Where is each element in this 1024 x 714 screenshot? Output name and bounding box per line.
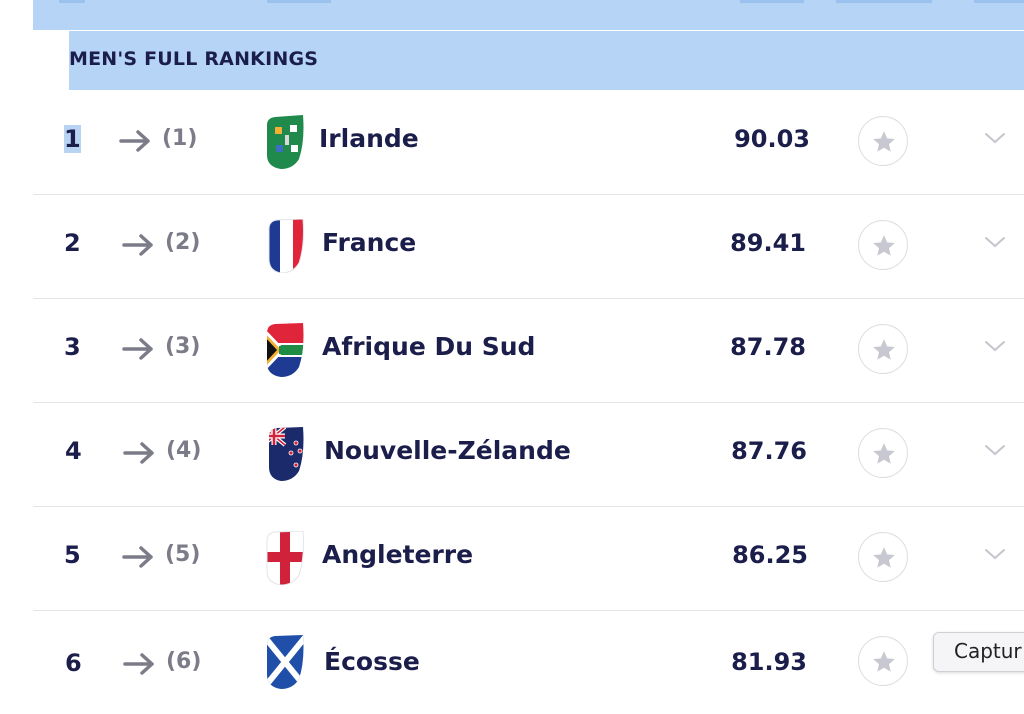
chevron-down-icon[interactable] (984, 443, 1006, 457)
rank-number: 5 (64, 541, 81, 569)
arrow-right-icon (122, 546, 153, 568)
favorite-button[interactable] (858, 636, 908, 686)
new-zealand-flag-icon (269, 427, 304, 481)
team-name[interactable]: Afrique Du Sud (322, 332, 536, 361)
ranking-points: 87.76 (731, 437, 807, 465)
ranking-row[interactable]: 6 (6) Écosse 81.93 (33, 611, 1024, 714)
previous-rank: (1) (162, 126, 198, 151)
rank-number: 2 (64, 229, 81, 257)
star-icon (873, 547, 895, 568)
team-name[interactable]: Nouvelle-Zélande (324, 436, 571, 465)
arrow-right-icon (123, 442, 154, 464)
team-name[interactable]: France (322, 228, 417, 257)
team-name[interactable]: Irlande (319, 124, 419, 153)
column-header-tab[interactable] (836, 0, 932, 3)
team-name[interactable]: Écosse (324, 647, 420, 676)
star-icon (873, 339, 895, 360)
star-icon (873, 651, 895, 672)
ranking-row[interactable]: 4 (4) Nouvelle-Zélande 87.76 (33, 403, 1024, 507)
rankings-section-header: MEN'S FULL RANKINGS (33, 31, 1024, 90)
previous-rank: (6) (166, 649, 202, 674)
favorite-button[interactable] (858, 428, 908, 478)
star-icon (873, 443, 895, 464)
arrow-right-icon (123, 653, 154, 675)
england-flag-icon (266, 531, 304, 585)
arrow-right-icon (122, 338, 153, 360)
ireland-flag-icon (267, 115, 304, 169)
chevron-down-icon[interactable] (984, 339, 1006, 353)
ranking-points: 81.93 (731, 648, 807, 676)
favorite-button[interactable] (858, 116, 908, 166)
ranking-row[interactable]: 3 (3) Afrique Du Sud 87.78 (33, 299, 1024, 403)
column-header-tab[interactable] (59, 0, 85, 3)
star-icon (873, 235, 895, 256)
star-icon (873, 131, 895, 152)
chevron-down-icon[interactable] (984, 235, 1006, 249)
column-header-tab[interactable] (267, 0, 331, 3)
ranking-points: 86.25 (732, 541, 808, 569)
ranking-points: 89.41 (730, 229, 806, 257)
ranking-row[interactable]: 2 (2) France 89.41 (33, 195, 1024, 299)
previous-rank: (2) (165, 230, 201, 255)
favorite-button[interactable] (858, 324, 908, 374)
previous-rank: (4) (166, 438, 202, 463)
rank-number: 3 (64, 333, 81, 361)
team-name[interactable]: Angleterre (322, 540, 474, 569)
column-header-tab[interactable] (974, 0, 1024, 3)
ranking-row[interactable]: 1 (1) Irlande 90.03 (33, 91, 1024, 195)
rank-number: 1 (64, 125, 81, 153)
table-column-header-strip (33, 0, 1024, 30)
favorite-button[interactable] (858, 532, 908, 582)
scotland-flag-icon (267, 635, 304, 689)
capture-button[interactable]: Captur (933, 632, 1024, 672)
previous-rank: (3) (165, 334, 201, 359)
arrow-right-icon (119, 130, 150, 152)
south-africa-flag-icon (267, 323, 304, 377)
ranking-row[interactable]: 5 (5) Angleterre 86.25 (33, 507, 1024, 611)
chevron-down-icon[interactable] (984, 547, 1006, 561)
ranking-points: 90.03 (734, 125, 810, 153)
favorite-button[interactable] (858, 220, 908, 270)
arrow-right-icon (122, 234, 153, 256)
previous-rank: (5) (165, 542, 201, 567)
rank-number: 4 (65, 437, 82, 465)
chevron-down-icon[interactable] (984, 131, 1006, 145)
france-flag-icon (268, 219, 304, 273)
ranking-points: 87.78 (730, 333, 806, 361)
rank-number: 6 (65, 649, 82, 677)
section-title: MEN'S FULL RANKINGS (69, 48, 319, 70)
column-header-tab[interactable] (740, 0, 804, 3)
